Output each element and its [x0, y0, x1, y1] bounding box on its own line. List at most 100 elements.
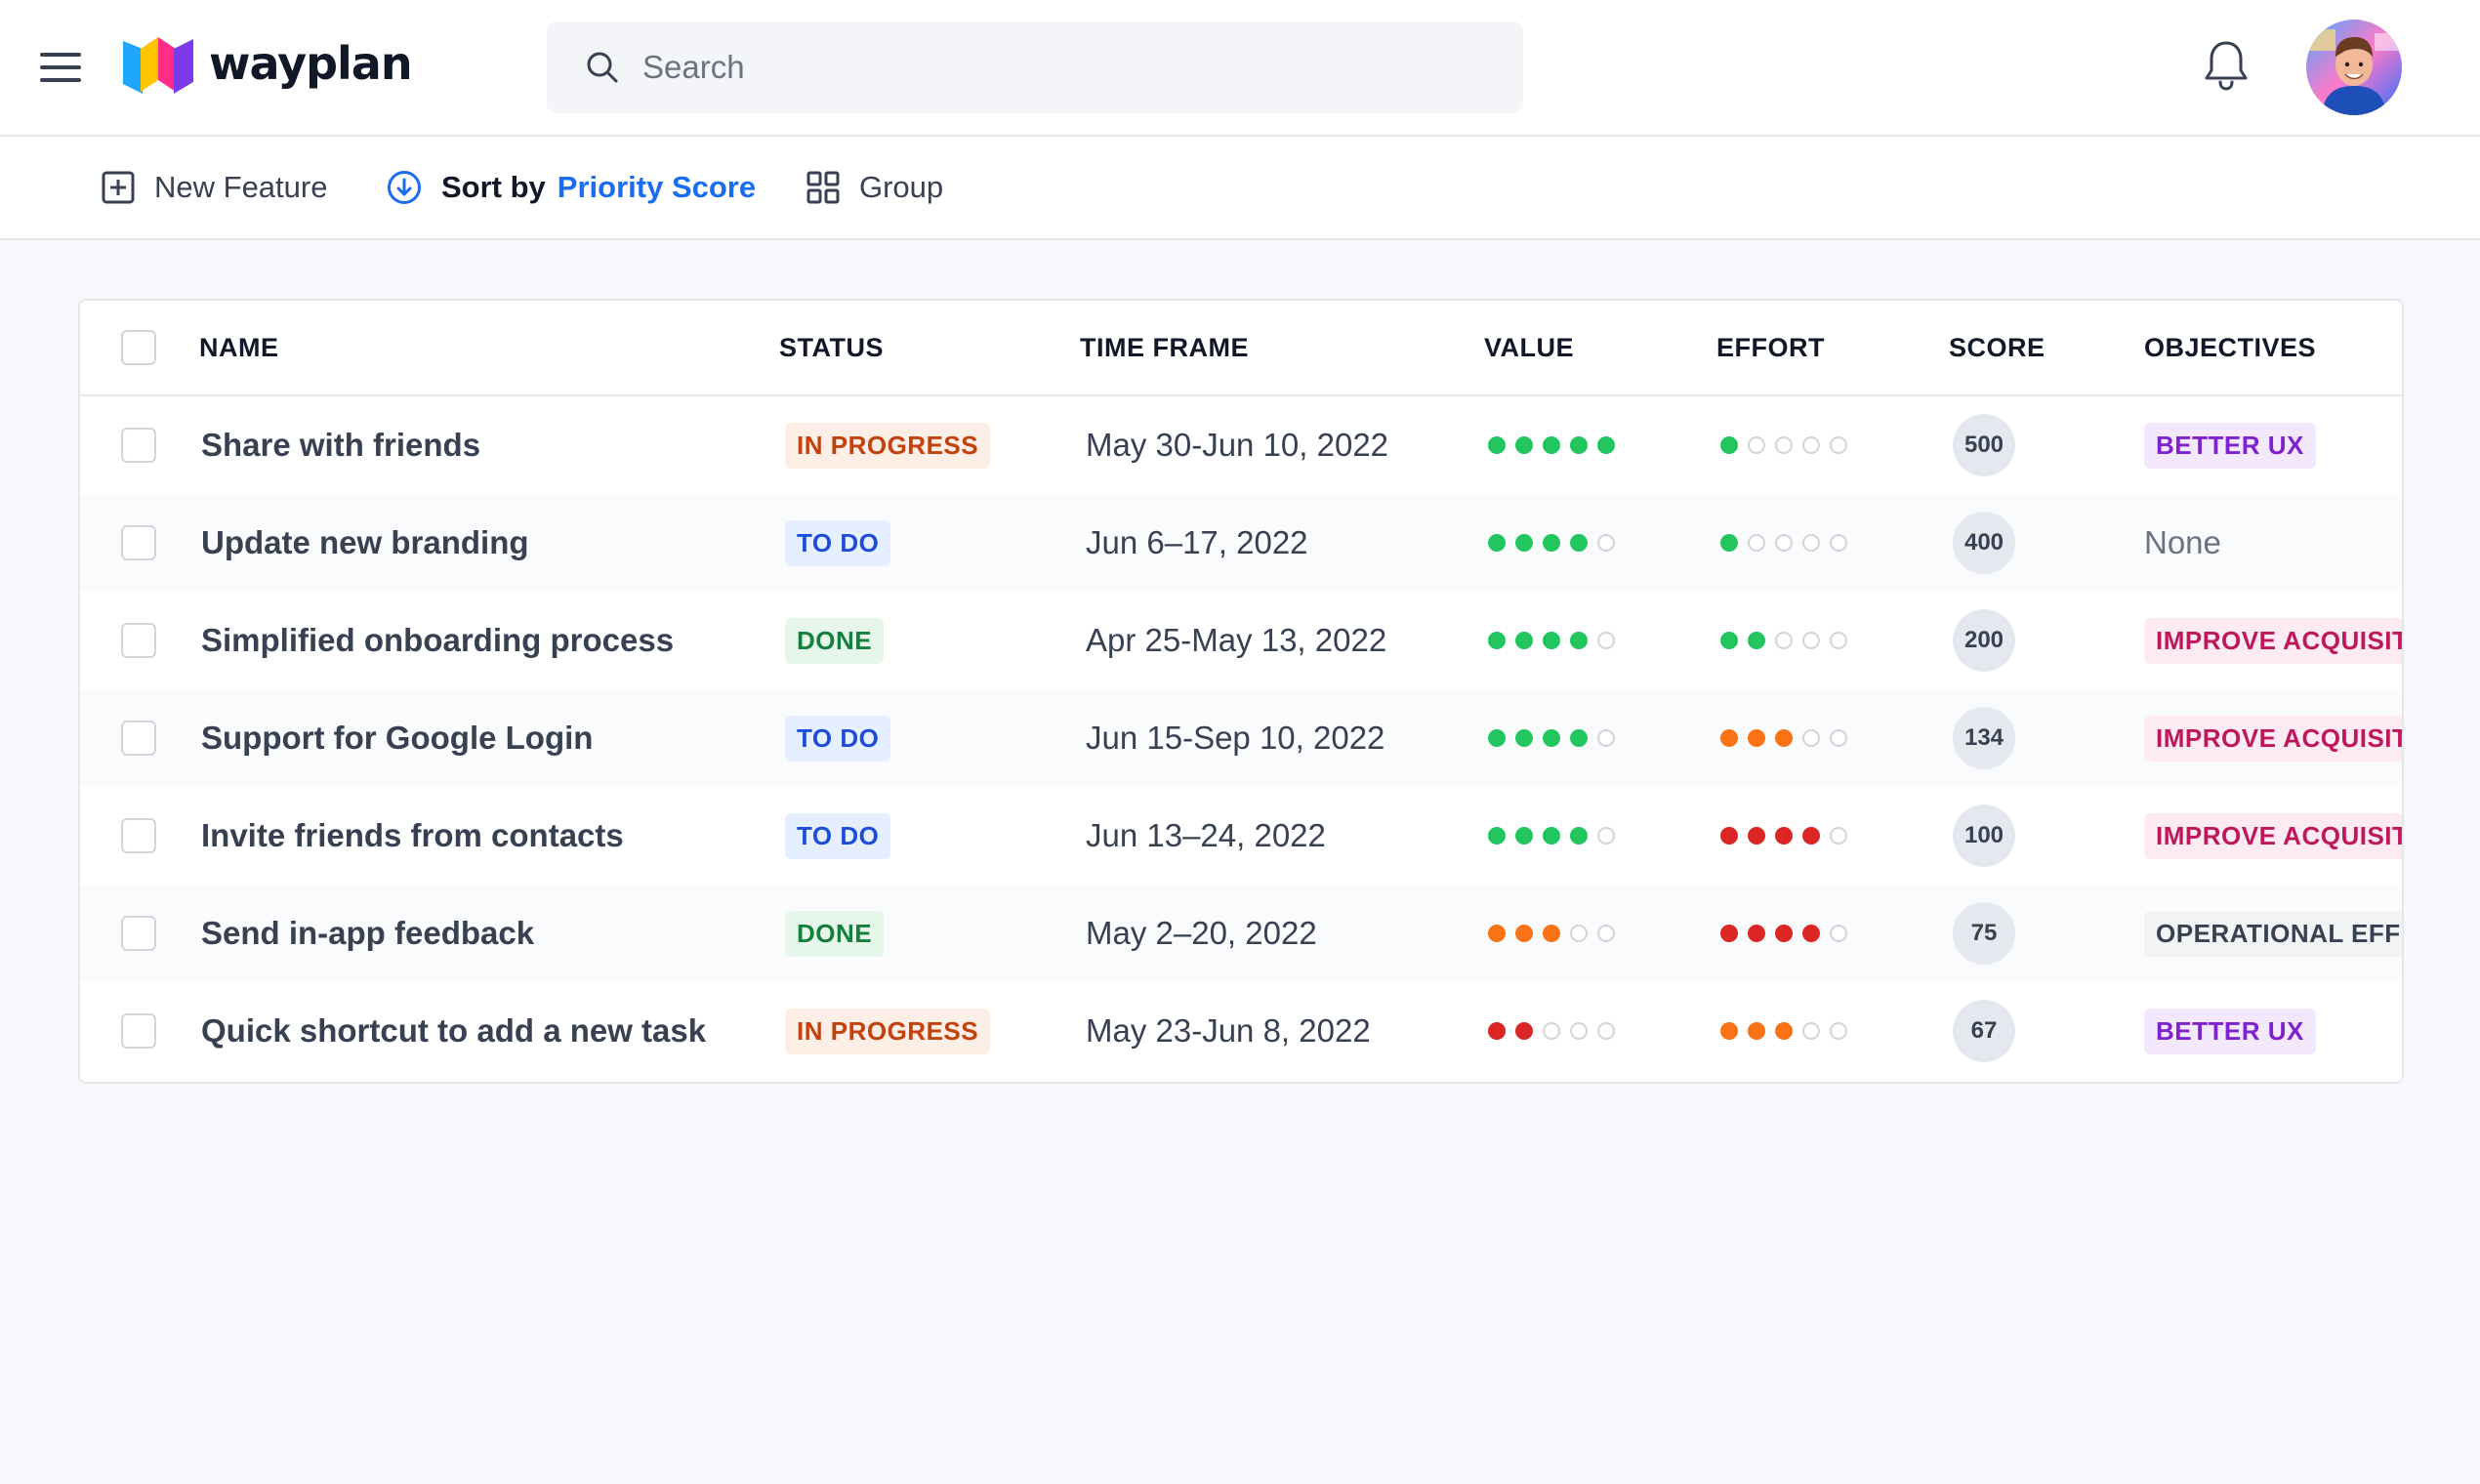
- rating-dot-filled: [1488, 827, 1506, 845]
- value[interactable]: [1488, 396, 1625, 494]
- status-cell: DONE: [785, 592, 885, 689]
- effort[interactable]: [1720, 885, 1857, 982]
- objective-badge[interactable]: IMPROVE ACQUISIT: [2144, 812, 2402, 859]
- table-row[interactable]: Simplified onboarding process DONE Apr 25-…: [80, 592, 2402, 689]
- objective-badge[interactable]: BETTER UX: [2144, 422, 2316, 469]
- effort[interactable]: [1720, 982, 1857, 1080]
- hamburger-menu-button[interactable]: [37, 45, 84, 90]
- rating-dot-filled: [1748, 729, 1765, 747]
- rating-dot-filled: [1720, 925, 1738, 942]
- rating-dot-empty: [1570, 1022, 1588, 1040]
- header-value[interactable]: VALUE: [1484, 332, 1575, 362]
- group-button[interactable]: Group: [806, 137, 943, 238]
- rating-dot-filled: [1775, 925, 1793, 942]
- feature-name[interactable]: Update new branding: [201, 524, 529, 560]
- row-checkbox[interactable]: [121, 428, 156, 463]
- feature-name[interactable]: Quick shortcut to add a new task: [201, 1012, 707, 1049]
- row-checkbox[interactable]: [121, 525, 156, 560]
- objectives-cell: BETTER UX: [2144, 396, 2316, 494]
- score-badge: 400: [1953, 512, 2015, 574]
- status-cell: DONE: [785, 885, 885, 982]
- notifications-button[interactable]: [2203, 39, 2250, 92]
- feature-name[interactable]: Invite friends from contacts: [201, 817, 624, 853]
- row-checkbox[interactable]: [121, 721, 156, 756]
- score-cell: 200: [1953, 592, 2015, 689]
- value[interactable]: [1488, 982, 1625, 1080]
- value[interactable]: [1488, 689, 1625, 787]
- top-bar: wayplan: [0, 0, 2480, 137]
- rating-dot-filled: [1775, 729, 1793, 747]
- value[interactable]: [1488, 494, 1625, 592]
- rating-dot-filled: [1543, 534, 1560, 552]
- score-cell: 134: [1953, 689, 2015, 787]
- status-badge[interactable]: IN PROGRESS: [785, 422, 991, 469]
- table-row[interactable]: Share with friends IN PROGRESS May 30-Jun …: [80, 396, 2402, 494]
- rating-dot-empty: [1543, 1022, 1560, 1040]
- row-checkbox[interactable]: [121, 818, 156, 853]
- rating-dot-filled: [1720, 1022, 1738, 1040]
- select-all-checkbox[interactable]: [121, 330, 156, 365]
- effort[interactable]: [1720, 592, 1857, 689]
- rating-dot-empty: [1597, 827, 1615, 845]
- search-bar[interactable]: [547, 21, 1523, 113]
- status-badge[interactable]: TO DO: [785, 812, 891, 859]
- status-badge[interactable]: DONE: [785, 617, 885, 664]
- value[interactable]: [1488, 885, 1625, 982]
- feature-name[interactable]: Support for Google Login: [201, 720, 594, 756]
- search-icon: [587, 52, 618, 83]
- table-row[interactable]: Invite friends from contacts TO DO Jun 13–…: [80, 787, 2402, 885]
- effort[interactable]: [1720, 396, 1857, 494]
- feature-name[interactable]: Send in-app feedback: [201, 915, 535, 951]
- status-badge[interactable]: TO DO: [785, 715, 891, 762]
- effort-rating: [1720, 436, 1857, 454]
- table-row[interactable]: Send in-app feedback DONE May 2–20, 2022 75…: [80, 885, 2402, 982]
- time-frame: May 2–20, 2022: [1086, 915, 1317, 951]
- feature-name[interactable]: Simplified onboarding process: [201, 622, 675, 658]
- sort-button[interactable]: Sort by Priority Score: [387, 137, 756, 238]
- feature-name[interactable]: Share with friends: [201, 427, 481, 463]
- objective-badge[interactable]: OPERATIONAL EFFI: [2144, 910, 2402, 957]
- rating-dot-filled: [1748, 632, 1765, 649]
- effort[interactable]: [1720, 494, 1857, 592]
- effort[interactable]: [1720, 689, 1857, 787]
- header-score[interactable]: SCORE: [1949, 332, 2046, 362]
- score-cell: 400: [1953, 494, 2015, 592]
- row-checkbox[interactable]: [121, 916, 156, 951]
- rating-dot-empty: [1830, 632, 1847, 649]
- score-badge: 200: [1953, 609, 2015, 672]
- table-row[interactable]: Quick shortcut to add a new task IN PROGR…: [80, 982, 2402, 1080]
- header-objectives[interactable]: OBJECTIVES: [2144, 332, 2317, 362]
- value[interactable]: [1488, 592, 1625, 689]
- header-status[interactable]: STATUS: [779, 332, 884, 362]
- rating-dot-empty: [1802, 632, 1820, 649]
- avatar-image: [2306, 20, 2402, 115]
- new-feature-button[interactable]: New Feature: [102, 137, 327, 238]
- objective-badge[interactable]: IMPROVE ACQUISIT: [2144, 715, 2402, 762]
- search-input[interactable]: [641, 48, 1504, 87]
- objectives-cell: None: [2144, 494, 2221, 592]
- table-row[interactable]: Update new branding TO DO Jun 6–17, 2022 40…: [80, 494, 2402, 592]
- rating-dot-empty: [1830, 827, 1847, 845]
- app-logo[interactable]: wayplan: [123, 29, 413, 98]
- status-cell: TO DO: [785, 787, 891, 885]
- value[interactable]: [1488, 787, 1625, 885]
- row-checkbox[interactable]: [121, 623, 156, 658]
- effort[interactable]: [1720, 787, 1857, 885]
- rating-dot-filled: [1543, 827, 1560, 845]
- status-badge[interactable]: IN PROGRESS: [785, 1008, 991, 1054]
- objective-badge[interactable]: BETTER UX: [2144, 1008, 2316, 1054]
- objective-badge[interactable]: IMPROVE ACQUISIT: [2144, 617, 2402, 664]
- rating-dot-filled: [1488, 1022, 1506, 1040]
- effort-rating: [1720, 534, 1857, 552]
- objectives-cell: IMPROVE ACQUISIT: [2144, 787, 2402, 885]
- status-badge[interactable]: DONE: [785, 910, 885, 957]
- header-name[interactable]: NAME: [199, 332, 279, 362]
- score-cell: 75: [1953, 885, 2015, 982]
- table-header: NAME STATUS TIME FRAME VALUE EFFORT SCOR…: [80, 301, 2402, 396]
- user-avatar[interactable]: [2306, 20, 2402, 115]
- status-badge[interactable]: TO DO: [785, 519, 891, 566]
- header-time-frame[interactable]: TIME FRAME: [1080, 332, 1249, 362]
- header-effort[interactable]: EFFORT: [1716, 332, 1825, 362]
- table-row[interactable]: Support for Google Login TO DO Jun 15-Sep …: [80, 689, 2402, 787]
- row-checkbox[interactable]: [121, 1013, 156, 1049]
